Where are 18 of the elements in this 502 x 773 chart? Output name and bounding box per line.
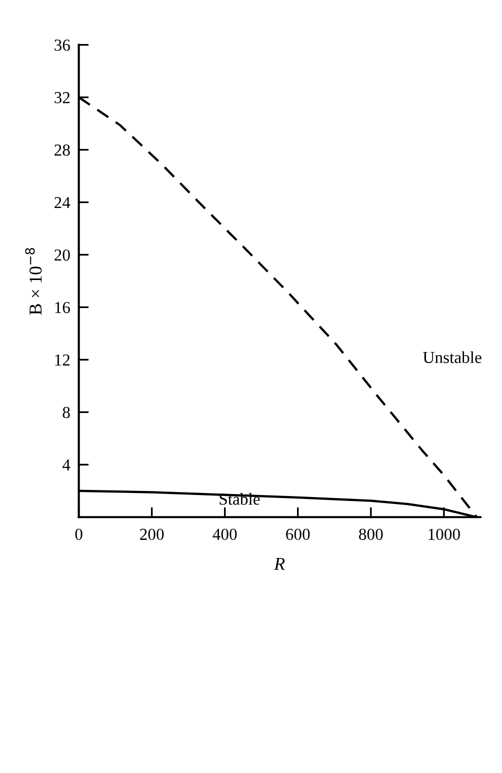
y-tick-label: 28 xyxy=(54,144,70,156)
annotation: Unstable xyxy=(423,351,482,364)
y-tick-label: 32 xyxy=(54,92,70,104)
y-tick-label: 36 xyxy=(54,40,70,51)
x-tick-label: 800 xyxy=(359,528,383,540)
x-tick-label: 600 xyxy=(286,528,310,540)
y-tick-label: 24 xyxy=(54,197,70,208)
x-tick-label: 0 xyxy=(75,528,82,540)
y-tick-label: 4 xyxy=(62,459,70,470)
x-axis-title: R xyxy=(274,558,285,570)
y-tick-label: 20 xyxy=(54,249,70,261)
y-axis-title: B × 10$^{−8}$ xyxy=(25,248,42,315)
y-tick-label: 8 xyxy=(62,406,70,418)
y-tick-label: 12 xyxy=(55,354,70,366)
x-tick-label: 400 xyxy=(212,528,237,540)
x-tick-label: 200 xyxy=(140,528,164,540)
y-tick-label: 16 xyxy=(55,302,70,314)
x-tick-label: 1000 xyxy=(428,528,460,540)
